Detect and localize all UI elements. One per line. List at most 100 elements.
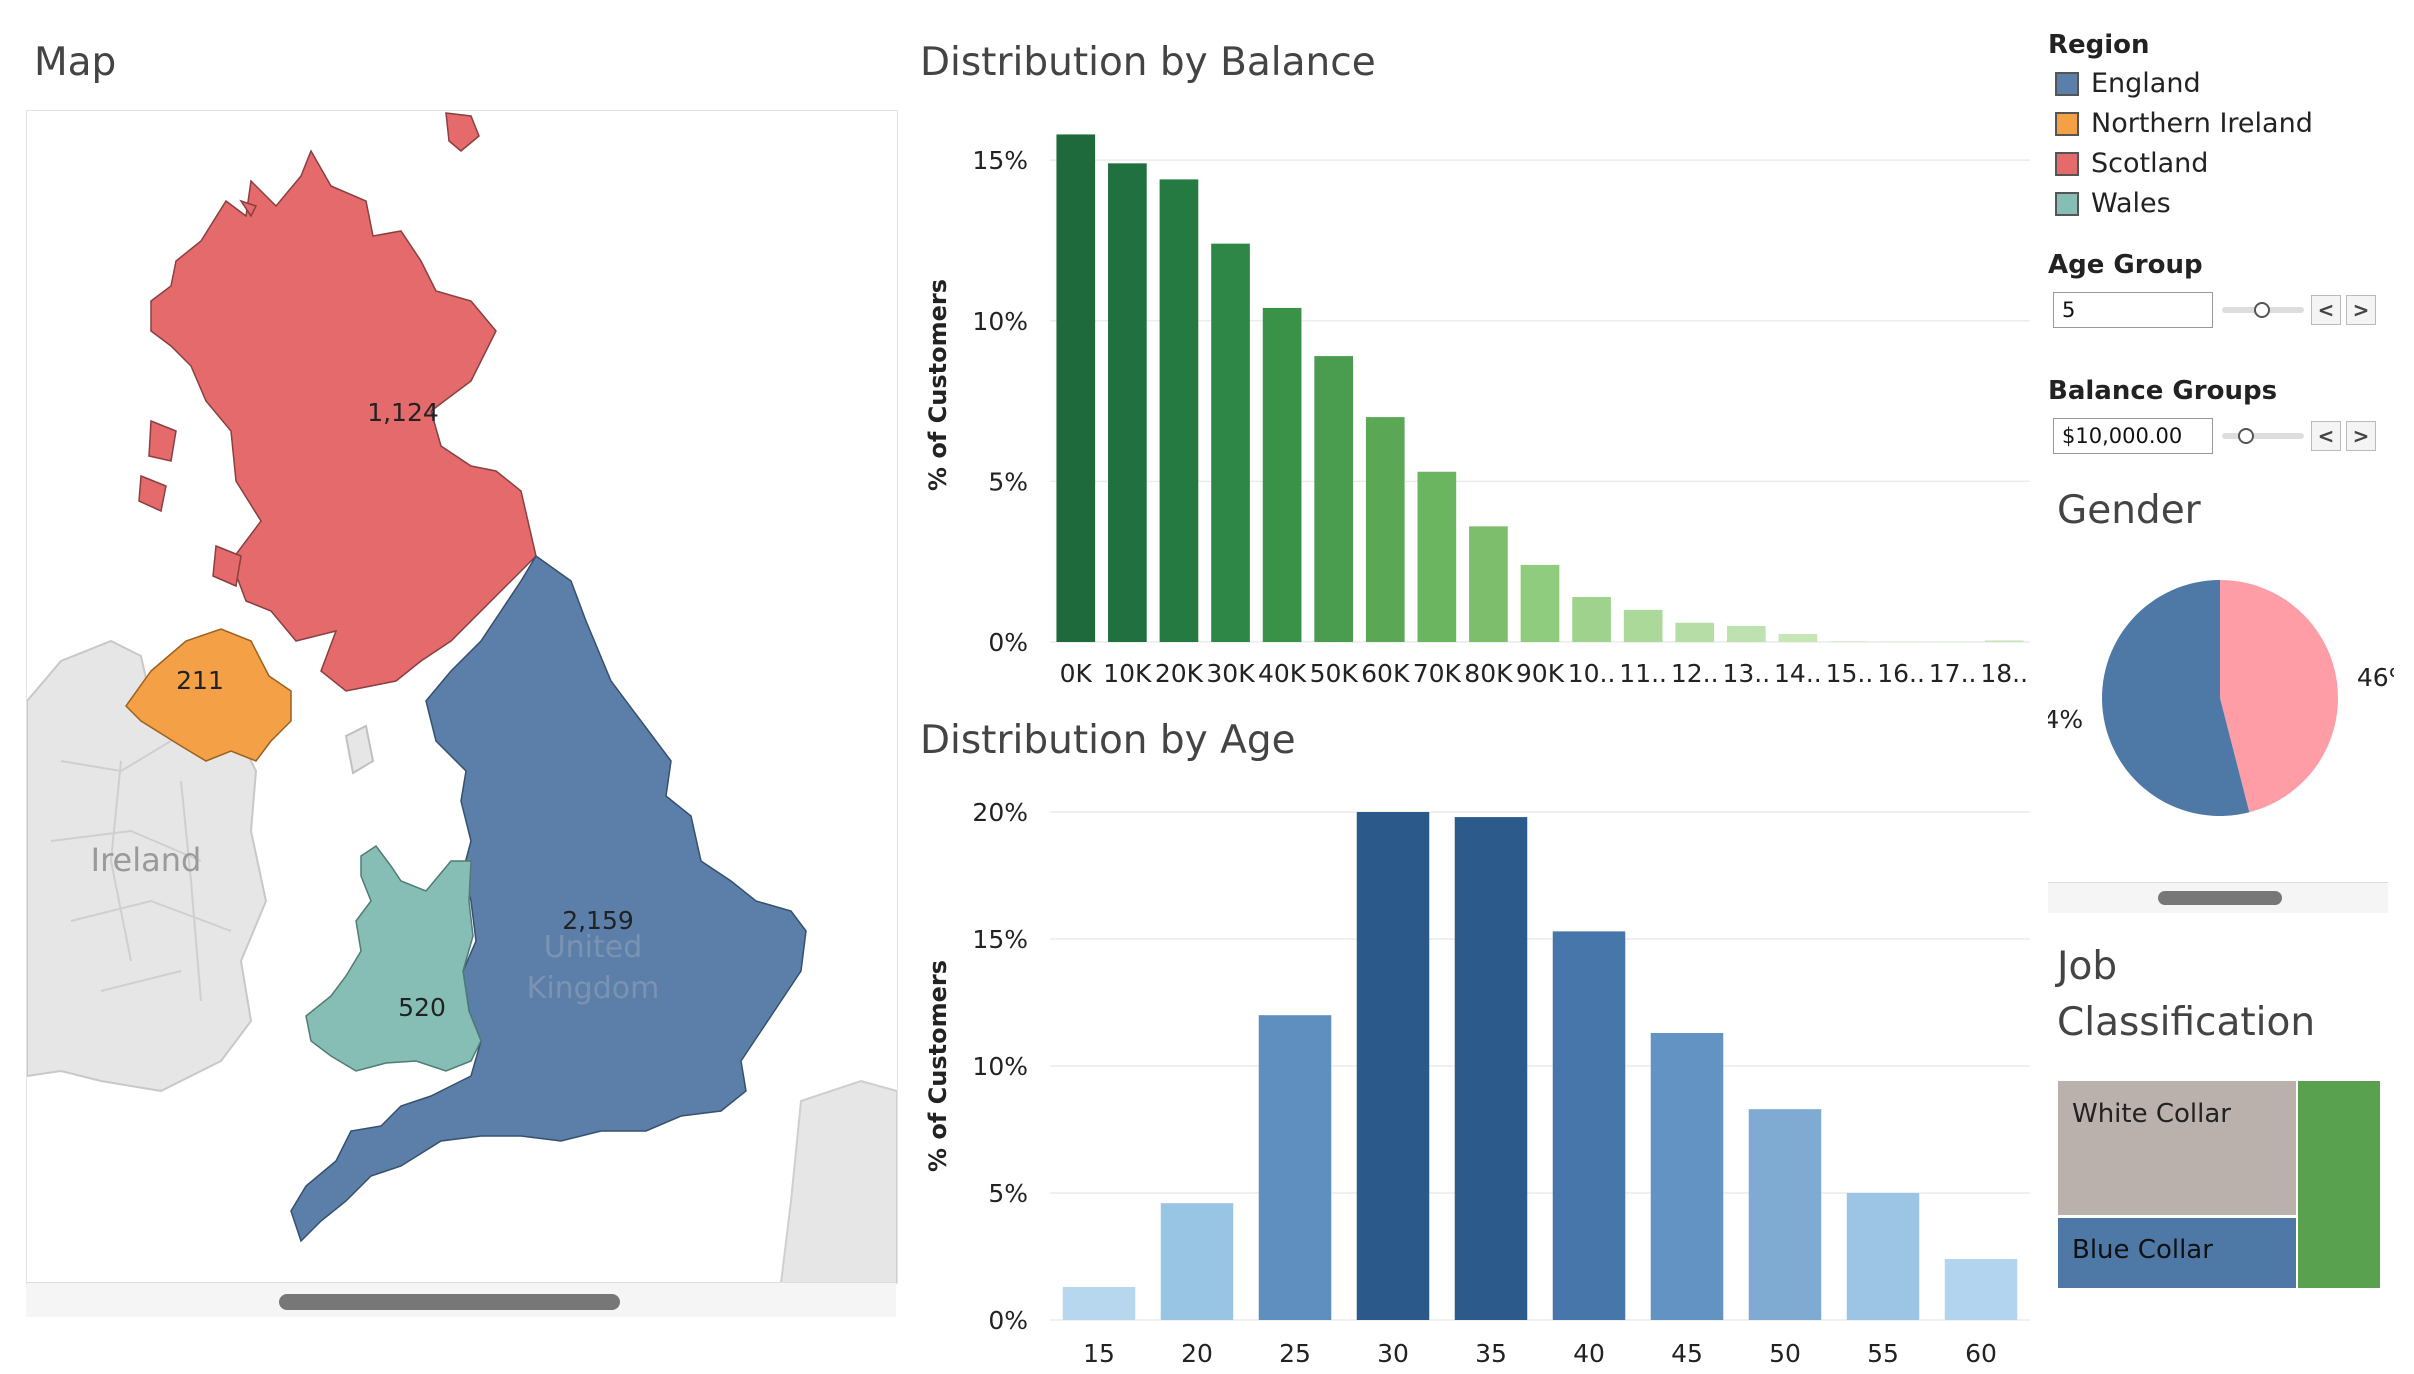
bar-30[interactable]: [1356, 812, 1430, 1320]
treemap-other[interactable]: [2298, 1081, 2380, 1288]
map-label-scotland: 1,124: [367, 398, 439, 427]
y-axis-label: % of Customers: [924, 960, 952, 1172]
legend-swatch: [2055, 191, 2079, 216]
bar-16..[interactable]: [1881, 641, 1921, 642]
bar-30K[interactable]: [1211, 243, 1250, 642]
region-northern-ireland: [125, 628, 292, 762]
bar-35[interactable]: [1454, 817, 1528, 1320]
legend-item-northern-ireland[interactable]: Northern Ireland: [2055, 108, 2313, 139]
age-group-input[interactable]: 5: [2053, 292, 2213, 328]
bar-15[interactable]: [1062, 1286, 1136, 1320]
bar-40K[interactable]: [1262, 307, 1302, 642]
treemap-white-collar-label: White Collar: [2072, 1099, 2231, 1129]
pie-label-0: 54%: [2048, 705, 2083, 734]
bar-80K[interactable]: [1469, 526, 1508, 642]
y-tick-label: 10%: [972, 307, 1028, 336]
y-tick-label: 15%: [972, 925, 1028, 954]
x-tick-label: 12..: [1671, 659, 1719, 688]
bar-40[interactable]: [1552, 931, 1626, 1320]
y-tick-label: 10%: [972, 1052, 1028, 1081]
age-group-slider-knob[interactable]: [2254, 302, 2270, 318]
legend-label: England: [2091, 68, 2201, 99]
map-title: Map: [34, 40, 117, 85]
treemap-blue-collar-label: Blue Collar: [2072, 1235, 2213, 1265]
balance-groups-prev-button[interactable]: <: [2311, 421, 2341, 451]
gender-scrollbar[interactable]: [2158, 891, 2282, 905]
bar-12..[interactable]: [1675, 622, 1715, 642]
y-tick-label: 5%: [988, 1179, 1028, 1208]
job-title-line2: Classification: [2057, 1000, 2316, 1045]
legend-item-england[interactable]: England: [2055, 68, 2201, 99]
bar-90K[interactable]: [1520, 564, 1560, 642]
x-tick-label: 0K: [1060, 659, 1093, 688]
bar-11..[interactable]: [1623, 609, 1663, 642]
map-view[interactable]: 1,124 211 Ireland 2,159 United Kingdom 5…: [26, 110, 898, 1284]
x-tick-label: 18..: [1980, 659, 2028, 688]
x-tick-label: 90K: [1516, 659, 1565, 688]
map-label-united: United: [544, 930, 643, 965]
age-chart-title: Distribution by Age: [920, 718, 1296, 763]
bar-17..[interactable]: [1933, 641, 1972, 642]
balance-groups-label: Balance Groups: [2048, 376, 2278, 406]
bar-25[interactable]: [1258, 1015, 1332, 1320]
bar-20K[interactable]: [1159, 179, 1199, 642]
age-group-label: Age Group: [2048, 250, 2203, 280]
map-label-ireland: Ireland: [91, 841, 202, 879]
x-tick-label: 13..: [1722, 659, 1770, 688]
ireland-county-lines: [50, 740, 232, 1002]
bar-10..[interactable]: [1572, 597, 1611, 642]
europe-edge: [779, 1079, 897, 1283]
pie-slice-1[interactable]: [2220, 580, 2338, 813]
bar-60[interactable]: [1944, 1259, 2018, 1320]
x-tick-label: 25: [1279, 1339, 1311, 1368]
bar-60K[interactable]: [1365, 417, 1405, 642]
bar-55[interactable]: [1846, 1193, 1920, 1320]
balance-groups-slider-knob[interactable]: [2238, 428, 2254, 444]
bar-20[interactable]: [1160, 1203, 1234, 1320]
legend-item-scotland[interactable]: Scotland: [2055, 148, 2208, 179]
balance-groups-next-button[interactable]: >: [2346, 421, 2376, 451]
bar-50[interactable]: [1748, 1109, 1822, 1320]
age-group-next-button[interactable]: >: [2346, 295, 2376, 325]
x-tick-label: 10..: [1568, 659, 1616, 688]
region-england: [290, 554, 807, 1243]
gender-panel: 46% 54%: [2048, 560, 2394, 880]
map-label-england: 2,159: [562, 906, 634, 935]
legend-item-wales[interactable]: Wales: [2055, 188, 2171, 219]
x-tick-label: 30: [1377, 1339, 1409, 1368]
x-tick-label: 16..: [1877, 659, 1925, 688]
bar-14..[interactable]: [1778, 633, 1818, 642]
x-tick-label: 40K: [1258, 659, 1307, 688]
legend-label: Wales: [2091, 188, 2171, 219]
gender-title: Gender: [2057, 488, 2201, 533]
treemap-blue-collar[interactable]: Blue Collar: [2058, 1218, 2296, 1288]
map-scrollbar[interactable]: [279, 1294, 620, 1310]
region-legend-title: Region: [2048, 30, 2150, 60]
x-tick-label: 50: [1769, 1339, 1801, 1368]
age-group-prev-button[interactable]: <: [2311, 295, 2341, 325]
x-tick-label: 15..: [1826, 659, 1874, 688]
y-tick-label: 5%: [988, 467, 1028, 496]
bar-13..[interactable]: [1726, 625, 1766, 642]
bar-45[interactable]: [1650, 1032, 1724, 1320]
bar-70K[interactable]: [1417, 471, 1457, 642]
map-label-kingdom: Kingdom: [527, 971, 660, 1006]
bar-0K[interactable]: [1056, 134, 1096, 643]
pie-slice-0[interactable]: [2102, 580, 2250, 816]
x-tick-label: 50K: [1310, 659, 1359, 688]
bar-18..[interactable]: [1984, 640, 2024, 642]
balance-chart: 0% 5% 10% 15% % of Customers 0K 10K 20K 30K 40K 50…: [924, 134, 2030, 688]
scotland-islands: [138, 112, 480, 588]
region-wales: [305, 844, 482, 1072]
balance-groups-slider-track[interactable]: [2222, 433, 2304, 439]
x-tick-label: 55: [1867, 1339, 1899, 1368]
x-tick-label: 15: [1083, 1339, 1115, 1368]
x-tick-label: 11..: [1619, 659, 1667, 688]
bar-50K[interactable]: [1314, 356, 1354, 642]
balance-groups-input[interactable]: $10,000.00: [2053, 418, 2213, 454]
bar-15..[interactable]: [1830, 641, 1869, 642]
bar-10K[interactable]: [1108, 163, 1147, 642]
map-canvas[interactable]: 1,124 211 Ireland 2,159 United Kingdom 5…: [27, 111, 897, 1283]
treemap-white-collar[interactable]: White Collar: [2058, 1081, 2296, 1215]
legend-swatch: [2055, 111, 2079, 136]
